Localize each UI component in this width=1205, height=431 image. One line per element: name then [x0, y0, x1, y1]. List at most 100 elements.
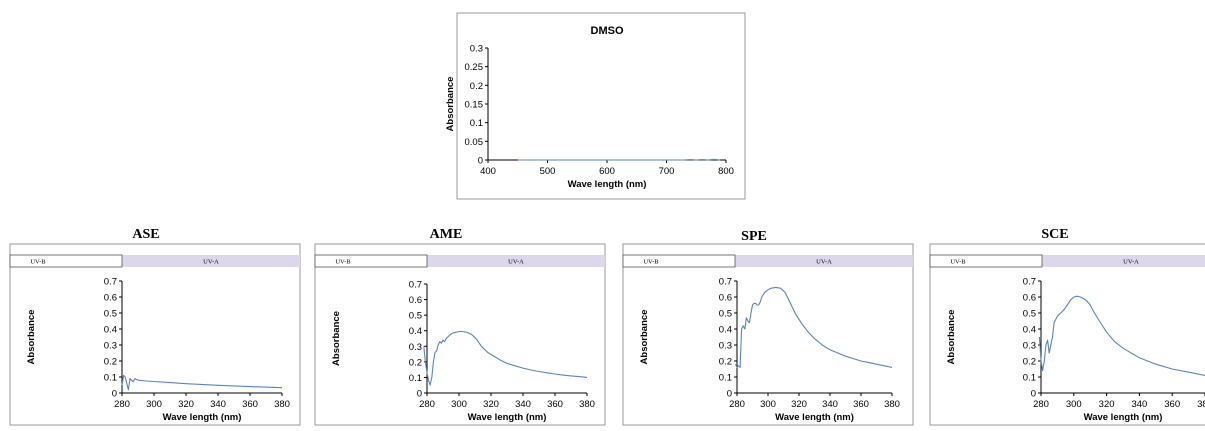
uv-b-label: UV-B — [335, 259, 351, 266]
x-tick-label: 600 — [599, 166, 615, 177]
x-tick-label: 340 — [210, 399, 226, 410]
x-tick-label: 320 — [1099, 399, 1115, 410]
x-axis-label: Wave length (nm) — [163, 412, 242, 423]
y-tick-label: 0.2 — [470, 81, 483, 92]
chart-ame: AME UV-B UV-A 0 0.1 0.2 0.3 0.4 0.5 0.6 0.7 280 300 3… — [314, 227, 606, 426]
x-axis-label: Wave length (nm) — [568, 179, 647, 190]
y-tick-label: 0.5 — [409, 311, 422, 322]
y-tick-label: 0 — [478, 156, 483, 167]
x-tick-label: 800 — [718, 166, 734, 177]
chart-frame — [456, 12, 746, 200]
x-tick-label: 360 — [242, 399, 258, 410]
chart-spe: SPE UV-B UV-A 0 0.1 0.2 0.3 0.4 0.5 0.6 0.7 280 300 3… — [622, 229, 914, 426]
chart-frame — [9, 243, 301, 426]
y-axis-label: Absorbance — [26, 310, 37, 365]
chart-title: ASE — [132, 227, 159, 242]
x-tick-label: 280 — [729, 399, 745, 410]
y-tick-label: 0.7 — [1023, 277, 1036, 288]
x-tick-label: 400 — [480, 166, 496, 177]
x-axis-label: Wave length (nm) — [1084, 412, 1163, 423]
x-tick-label: 360 — [853, 399, 869, 410]
uv-b-label: UV-B — [643, 259, 659, 266]
uv-b-band — [929, 254, 1043, 268]
uv-a-label: UV-A — [508, 259, 524, 266]
y-tick-label: 0.3 — [719, 341, 732, 352]
series-line — [735, 286, 893, 368]
x-tick-label: 320 — [178, 399, 194, 410]
chart-frame — [314, 243, 606, 426]
y-axis-label: Absorbance — [445, 77, 456, 132]
series-line — [1038, 295, 1205, 376]
chart-title: DMSO — [591, 25, 624, 37]
y-axis-label: Absorbance — [331, 311, 342, 366]
x-axis-label: Wave length (nm) — [468, 412, 547, 423]
uv-a-label: UV-A — [203, 259, 219, 266]
y-tick-label: 0.2 — [104, 357, 117, 368]
x-tick-label: 360 — [1164, 399, 1180, 410]
uv-b-label: UV-B — [30, 259, 46, 266]
y-tick-label: 0.1 — [470, 118, 483, 129]
uv-b-band — [622, 254, 736, 268]
y-axis-label: Absorbance — [639, 310, 650, 365]
uv-b-label: UV-B — [950, 259, 966, 266]
y-tick-label: 0.5 — [104, 309, 117, 320]
x-tick-label: 300 — [146, 399, 162, 410]
y-tick-label: 0.1 — [409, 373, 422, 384]
y-tick-label: 0.7 — [104, 277, 117, 288]
x-tick-label: 380 — [884, 399, 900, 410]
y-tick-label: 0.3 — [1023, 341, 1036, 352]
chart-ase: ASE UV-B UV-A 0 0.1 0.2 0.3 0.4 0.5 0.6 0.7 280 300 3… — [9, 227, 301, 426]
x-tick-label: 320 — [483, 399, 499, 410]
y-tick-label: 0.1 — [719, 373, 732, 384]
y-tick-label: 0.2 — [1023, 357, 1036, 368]
x-tick-label: 380 — [1197, 399, 1205, 410]
x-tick-label: 380 — [274, 399, 290, 410]
y-tick-label: 0.3 — [409, 342, 422, 353]
y-axis-label: Absorbance — [946, 310, 957, 365]
chart-title: AME — [430, 227, 463, 242]
y-tick-label: 0.2 — [719, 357, 732, 368]
y-tick-label: 0 — [417, 389, 422, 400]
y-tick-label: 0.4 — [719, 325, 732, 336]
y-tick-label: 0.1 — [1023, 373, 1036, 384]
chart-dmso: DMSO 0 0.05 0.1 0.15 0.2 0.25 0.3 400 500 600 700 80… — [445, 12, 746, 200]
y-tick-label: 0.05 — [465, 137, 484, 148]
y-tick-label: 0.7 — [409, 280, 422, 291]
chart-title: SPE — [741, 229, 767, 244]
chart-frame — [622, 243, 914, 426]
uv-b-band — [314, 254, 428, 268]
x-tick-label: 280 — [419, 399, 435, 410]
y-tick-label: 0.1 — [104, 373, 117, 384]
x-tick-label: 300 — [760, 399, 776, 410]
chart-frame — [929, 243, 1205, 426]
x-tick-label: 300 — [1066, 399, 1082, 410]
y-tick-label: 0.4 — [1023, 325, 1036, 336]
uv-a-band — [427, 255, 605, 267]
uv-a-band — [1042, 255, 1205, 267]
y-tick-label: 0 — [727, 389, 732, 400]
x-tick-label: 380 — [579, 399, 595, 410]
uv-b-band — [9, 254, 123, 268]
x-tick-label: 280 — [1033, 399, 1049, 410]
uv-a-band — [122, 255, 300, 267]
chart-sce: SCE UV-B UV-A 0 0.1 0.2 0.3 0.4 0.5 0.6 0.7 280 300 3… — [929, 227, 1205, 426]
y-tick-label: 0.15 — [465, 100, 484, 111]
x-tick-label: 360 — [547, 399, 563, 410]
x-tick-label: 300 — [451, 399, 467, 410]
series-line — [121, 374, 283, 391]
y-tick-label: 0 — [112, 389, 117, 400]
uv-a-label: UV-A — [816, 259, 832, 266]
y-tick-label: 0.5 — [1023, 309, 1036, 320]
y-tick-label: 0.6 — [1023, 293, 1036, 304]
x-tick-label: 340 — [1131, 399, 1147, 410]
y-tick-label: 0.25 — [465, 62, 484, 73]
x-tick-label: 500 — [540, 166, 556, 177]
series-line — [423, 330, 588, 386]
y-tick-label: 0.5 — [719, 309, 732, 320]
y-tick-label: 0.6 — [719, 293, 732, 304]
x-axis-label: Wave length (nm) — [775, 412, 854, 423]
x-tick-label: 340 — [822, 399, 838, 410]
uv-a-band — [735, 255, 913, 267]
y-tick-label: 0.2 — [409, 357, 422, 368]
